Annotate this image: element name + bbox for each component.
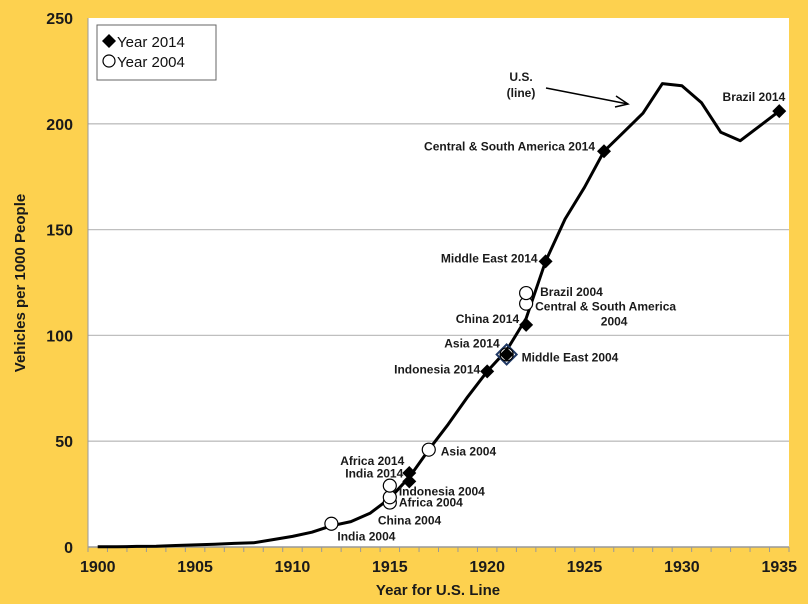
point-label-2004: India 2004 [337,530,395,544]
marker-2014 [772,104,787,119]
x-tick-label: 1925 [567,559,603,576]
point-label-2004: China 2004 [378,514,442,528]
point-label-2014: Central & South America 2014 [424,139,595,153]
highlight-diamond-icon [495,343,519,366]
x-tick-label: 1905 [177,559,213,576]
marker-2014 [499,347,514,362]
legend-label-2004: Year 2004 [117,54,185,71]
marker-2004 [324,516,339,531]
point-label-2014: China 2014 [456,312,520,326]
annotation-arrow [545,87,629,105]
annotation-line2: (line) [507,86,536,100]
legend-circle-icon [102,54,116,68]
us-line-annotation: U.S. (line) [507,70,630,108]
point-label-2014: Indonesia 2014 [394,362,480,376]
point-label-2014: Africa 2014 [340,454,404,468]
point-label-2014: Asia 2014 [444,336,500,350]
marker-2014 [519,317,534,332]
marker-2014 [402,465,417,480]
marker-2014 [597,144,612,159]
point-label-2004: Indonesia 2004 [399,485,485,499]
point-label-2014: Brazil 2014 [723,90,786,104]
x-tick-label: 1910 [275,559,311,576]
y-tick-label: 200 [46,117,73,134]
marker-2014 [480,364,495,379]
marker-2004 [382,478,397,493]
annotation-line1: U.S. [509,70,532,84]
marker-2004 [421,442,436,457]
legend: Year 2014 Year 2004 [96,24,217,81]
marker-2014 [402,474,417,489]
x-tick-label: 1930 [664,559,700,576]
y-tick-label: 50 [55,434,73,451]
point-label-2004-line2: 2004 [601,315,628,329]
legend-diamond-icon [102,34,116,48]
point-label-2004: Africa 2004 [399,495,463,509]
y-tick-label: 100 [46,328,73,345]
marker-2004 [519,285,534,301]
point-label-2004: Brazil 2004 [540,285,603,299]
legend-label-2014: Year 2014 [117,34,185,51]
y-tick-label: 150 [46,223,73,240]
arrow-head-icon [614,95,630,108]
x-tick-label: 1920 [469,559,505,576]
point-label-2014: India 2014 [345,466,403,480]
x-axis-title: Year for U.S. Line [376,582,500,599]
x-tick-label: 1935 [761,559,797,576]
marker-2014 [538,254,553,269]
point-label-2004: Asia 2004 [441,445,497,459]
y-axis-title: Vehicles per 1000 People [12,194,29,372]
point-label-2004: Central & South America [535,300,676,314]
point-label-2004: Middle East 2004 [522,350,619,364]
point-label-2014: Middle East 2014 [441,251,538,265]
y-tick-label: 250 [46,11,73,28]
x-tick-label: 1915 [372,559,408,576]
legend-box [96,24,217,81]
us-line [97,82,781,549]
y-tick-label: 0 [64,540,73,557]
x-tick-label: 1900 [80,559,116,576]
plot-area [88,18,789,547]
